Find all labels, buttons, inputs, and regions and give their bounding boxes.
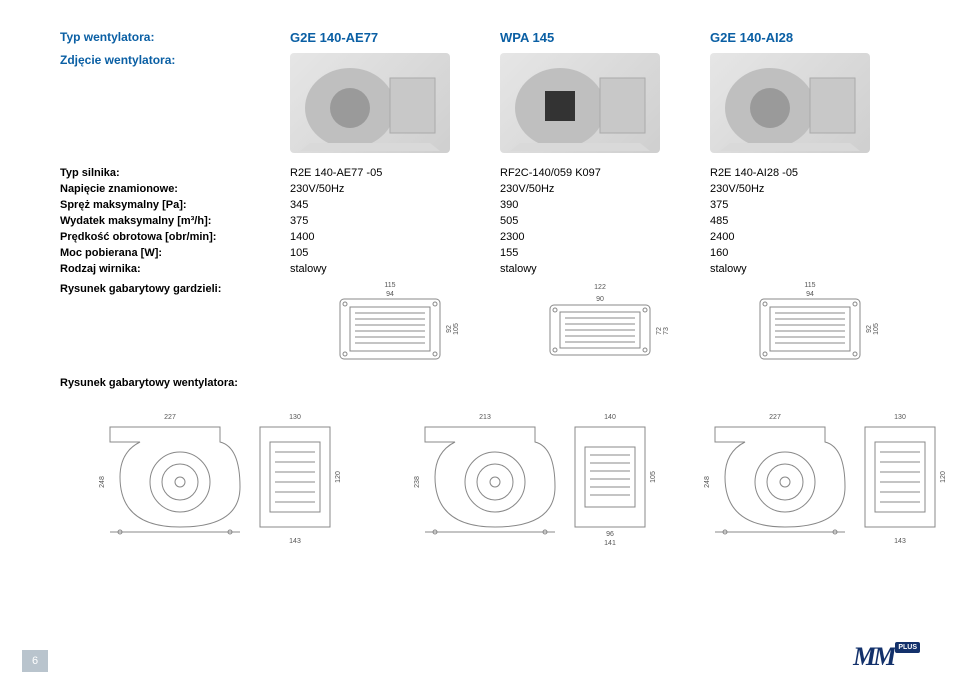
throat-label: Rysunek gabarytowy gardzieli: <box>60 279 280 295</box>
dim-text: 213 <box>479 414 491 421</box>
throat-drawing-0: 115 94 92 105 <box>290 279 490 369</box>
spec-row: Wydatek maksymalny [m³/h]: 375 505 485 <box>60 215 920 227</box>
spec-label: Moc pobierana [W]: <box>60 247 280 259</box>
dim-text: 115 <box>804 282 815 289</box>
spec-row: Rodzaj wirnika: stalowy stalowy stalowy <box>60 263 920 275</box>
spec-val: 375 <box>290 215 490 227</box>
spec-row: Spręż maksymalny [Pa]: 345 390 375 <box>60 199 920 211</box>
spec-val: 1400 <box>290 231 490 243</box>
dim-text: 143 <box>894 538 906 545</box>
spec-label: Napięcie znamionowe: <box>60 183 280 195</box>
spec-val: R2E 140-AI28 -05 <box>710 167 910 179</box>
spec-val: 155 <box>500 247 700 259</box>
model-1: WPA 145 <box>500 30 700 45</box>
spec-val: 230V/50Hz <box>710 183 910 195</box>
throat-drawing-2: 115 94 92 105 <box>710 279 910 369</box>
product-photo-0 <box>290 53 450 153</box>
photo-row: Zdjęcie wentylatora: <box>60 53 920 153</box>
spec-label: Typ silnika: <box>60 167 280 179</box>
spec-val: 345 <box>290 199 490 211</box>
spec-val: R2E 140-AE77 -05 <box>290 167 490 179</box>
spec-row: Moc pobierana [W]: 105 155 160 <box>60 247 920 259</box>
product-photo-1 <box>500 53 660 153</box>
spec-val: 230V/50Hz <box>500 183 700 195</box>
dim-text: 130 <box>289 414 301 421</box>
dim-text: 238 <box>414 476 421 488</box>
dim-text: 96 <box>606 531 614 538</box>
model-0: G2E 140-AE77 <box>290 30 490 45</box>
page-number: 6 <box>22 650 48 672</box>
dim-text: 105 <box>453 323 460 335</box>
spec-val: 105 <box>290 247 490 259</box>
fan-label: Rysunek gabarytowy wentylatora: <box>60 377 280 389</box>
spec-val: 2300 <box>500 231 700 243</box>
header-type-row: Typ wentylatora: G2E 140-AE77 WPA 145 G2… <box>60 30 920 45</box>
spec-val: 375 <box>710 199 910 211</box>
product-photo-2 <box>710 53 870 153</box>
brand-logo: MM PLUS <box>853 642 920 672</box>
fan-drawing-1: 213 140 238 105 96 141 <box>400 397 680 547</box>
dim-text: 122 <box>594 284 606 291</box>
spec-val: 160 <box>710 247 910 259</box>
logo-text: MM <box>853 642 893 672</box>
fan-drawing-2: 227 130 248 120 143 <box>690 397 960 547</box>
dim-text: 105 <box>650 471 657 483</box>
dim-text: 94 <box>806 291 814 298</box>
spec-val: stalowy <box>500 263 700 275</box>
spec-val: 390 <box>500 199 700 211</box>
spec-val: 230V/50Hz <box>290 183 490 195</box>
spec-val: stalowy <box>710 263 910 275</box>
spec-val: 2400 <box>710 231 910 243</box>
dim-text: 248 <box>99 476 106 488</box>
logo-badge: PLUS <box>895 642 920 653</box>
fan-label-row: Rysunek gabarytowy wentylatora: <box>60 377 920 389</box>
spec-label: Prędkość obrotowa [obr/min]: <box>60 231 280 243</box>
spec-val: 505 <box>500 215 700 227</box>
type-label: Typ wentylatora: <box>60 30 280 44</box>
spec-val: stalowy <box>290 263 490 275</box>
spec-label: Rodzaj wirnika: <box>60 263 280 275</box>
spec-label: Wydatek maksymalny [m³/h]: <box>60 215 280 227</box>
spec-val: 485 <box>710 215 910 227</box>
dim-text: 130 <box>894 414 906 421</box>
dim-text: 115 <box>384 282 395 289</box>
dim-text: 94 <box>386 291 394 298</box>
dim-text: 140 <box>604 414 616 421</box>
dim-text: 248 <box>704 476 711 488</box>
dim-text: 143 <box>289 538 301 545</box>
dim-text: 227 <box>769 414 781 421</box>
throat-row: Rysunek gabarytowy gardzieli: 115 94 92 … <box>60 279 920 369</box>
dim-text: 90 <box>596 296 604 303</box>
spec-label: Spręż maksymalny [Pa]: <box>60 199 280 211</box>
dim-text: 120 <box>940 471 947 483</box>
fan-drawings-row: 227 130 248 120 143 <box>60 397 920 547</box>
dim-text: 141 <box>604 540 616 547</box>
spec-val: RF2C-140/059 K097 <box>500 167 700 179</box>
dim-text: 73 <box>663 327 670 335</box>
dim-text: 92 <box>866 325 873 333</box>
dim-text: 120 <box>335 471 342 483</box>
spec-row: Napięcie znamionowe: 230V/50Hz 230V/50Hz… <box>60 183 920 195</box>
model-2: G2E 140-AI28 <box>710 30 910 45</box>
fan-drawing-0: 227 130 248 120 143 <box>60 397 390 547</box>
photo-label: Zdjęcie wentylatora: <box>60 53 280 67</box>
dim-text: 92 <box>446 325 453 333</box>
spec-row: Prędkość obrotowa [obr/min]: 1400 2300 2… <box>60 231 920 243</box>
dim-text: 72 <box>656 327 663 335</box>
dim-text: 105 <box>873 323 880 335</box>
throat-drawing-1: 122 90 72 73 <box>500 279 700 369</box>
spec-row: Typ silnika: R2E 140-AE77 -05 RF2C-140/0… <box>60 167 920 179</box>
dim-text: 227 <box>164 414 176 421</box>
